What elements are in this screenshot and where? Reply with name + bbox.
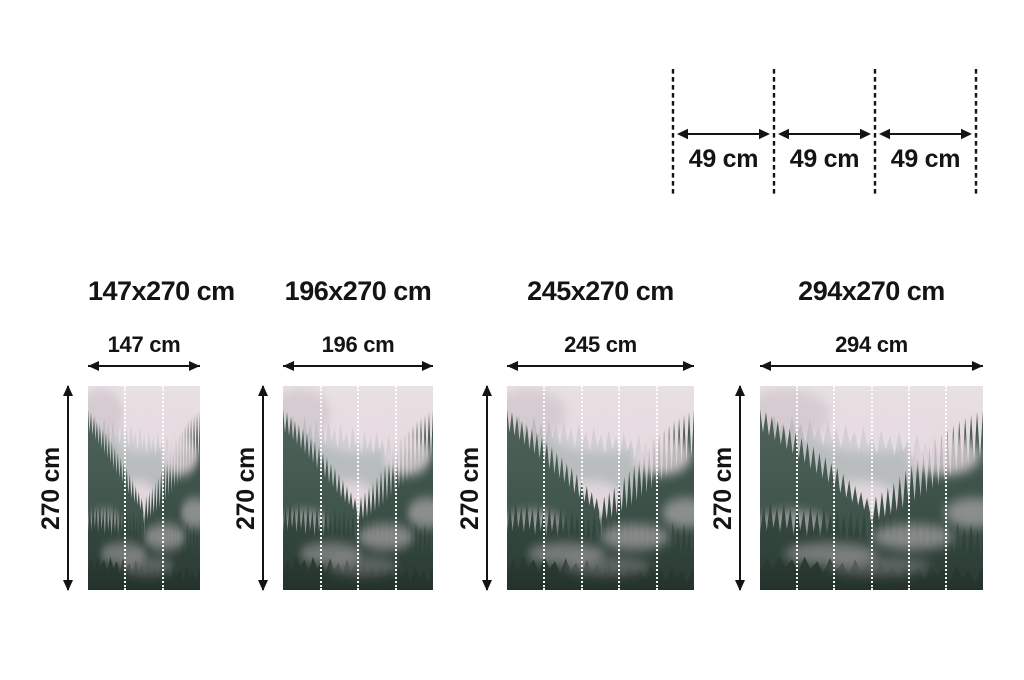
panel-cut-line <box>944 386 947 590</box>
size-title: 196x270 cm <box>284 276 432 306</box>
double-arrow-icon <box>879 128 972 140</box>
panel-cut-line <box>796 386 799 590</box>
panel-cut-line <box>907 386 910 590</box>
width-arrow-icon <box>283 360 433 371</box>
height-dimension-text: 270 cm <box>708 446 737 530</box>
panel-cut-line <box>124 386 127 590</box>
width-dimension-label: 147 cm <box>107 332 181 357</box>
size-card-147x270: 147x270 cm 147 cm 270 cm <box>32 270 235 600</box>
mural-preview <box>283 386 433 590</box>
width-dimension-label: 294 cm <box>835 332 908 357</box>
panel-cut-line <box>357 386 359 590</box>
panel-cut-lines <box>507 386 694 590</box>
size-card-245x270: 245x270 cm 245 cm 270 cm <box>451 270 694 600</box>
panel-cut-line <box>618 386 621 590</box>
height-dimension-label: 270 cm <box>451 386 489 590</box>
panel-width-ruler: 49 cm 49 cm 49 cm <box>671 69 978 196</box>
height-dimension-label: 270 cm <box>32 386 70 590</box>
size-title: 294x270 cm <box>798 276 945 306</box>
panel-cut-line <box>655 386 658 590</box>
width-dimension-label: 196 cm <box>321 332 395 357</box>
size-title: 147x270 cm <box>88 276 235 306</box>
panel-cut-line <box>161 386 164 590</box>
height-arrow-icon <box>481 385 492 591</box>
panel-width-label: 49 cm <box>689 145 758 173</box>
panel-cut-line <box>580 386 583 590</box>
height-dimension-text: 270 cm <box>455 446 484 530</box>
size-card-294x270: 294x270 cm 294 cm 270 cm <box>704 270 983 600</box>
panel-cut-lines <box>88 386 200 590</box>
panel-cut-line <box>833 386 836 590</box>
panel-cut-line <box>394 386 397 590</box>
height-arrow-icon <box>62 385 73 591</box>
size-card-196x270: 196x270 cm 196 cm 270 cm <box>227 270 433 600</box>
mural-preview <box>88 386 200 590</box>
height-dimension-label: 270 cm <box>704 386 742 590</box>
width-dimension-label: 245 cm <box>564 332 637 357</box>
height-dimension-text: 270 cm <box>231 446 260 530</box>
mural-preview <box>507 386 694 590</box>
size-title: 245x270 cm <box>527 276 674 306</box>
panel-cut-lines <box>283 386 433 590</box>
panel-width-label: 49 cm <box>790 145 859 173</box>
panel-cut-line <box>870 386 873 590</box>
height-dimension-text: 270 cm <box>36 446 65 530</box>
mural-preview <box>760 386 983 590</box>
height-arrow-icon <box>734 385 745 591</box>
width-arrow-icon <box>88 360 200 371</box>
panel-cut-line <box>319 386 322 590</box>
width-arrow-icon <box>507 360 694 371</box>
panel-cut-lines <box>760 386 983 590</box>
panel-cut-line <box>543 386 546 590</box>
height-arrow-icon <box>257 385 268 591</box>
double-arrow-icon <box>778 128 871 140</box>
double-arrow-icon <box>677 128 770 140</box>
height-dimension-label: 270 cm <box>227 386 265 590</box>
width-arrow-icon <box>760 360 983 371</box>
panel-width-label: 49 cm <box>891 145 960 173</box>
